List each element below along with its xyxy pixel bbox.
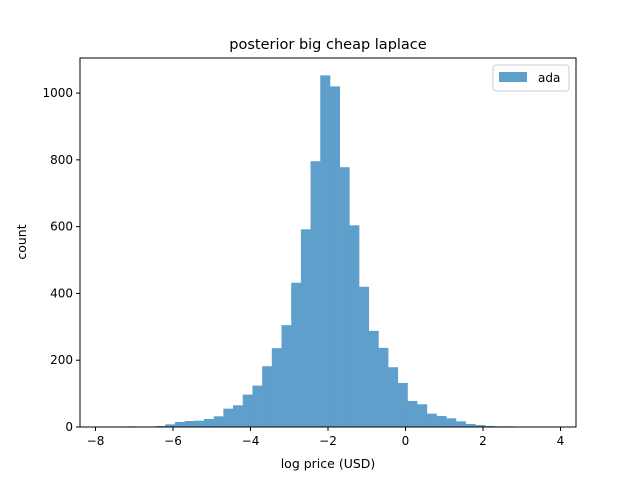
histogram-bars	[116, 75, 534, 428]
y-tick-label: 800	[50, 153, 73, 167]
histogram-bar	[388, 367, 399, 427]
histogram-bar	[310, 161, 321, 427]
histogram-bar	[223, 408, 234, 427]
x-tick-label: −2	[319, 434, 337, 448]
histogram-bar	[455, 421, 466, 427]
legend-box	[492, 64, 570, 92]
x-tick-label: −8	[87, 434, 105, 448]
y-axis-label: count	[14, 224, 29, 259]
histogram-bar	[281, 325, 292, 427]
legend-swatch	[499, 72, 527, 82]
x-tick-label: 2	[479, 434, 487, 448]
plot-frame	[79, 57, 577, 428]
histogram-bar	[271, 348, 282, 427]
x-tick-label: −6	[164, 434, 182, 448]
histogram-bar	[397, 382, 408, 427]
histogram-bar	[320, 75, 331, 428]
histogram-bar	[475, 425, 486, 427]
x-axis-ticks: −8 −6 −4 −2 0 2 4	[87, 427, 565, 448]
x-tick-label: 0	[402, 434, 410, 448]
histogram-bar	[252, 385, 263, 427]
histogram-bar	[359, 286, 370, 427]
histogram-bar	[407, 400, 418, 427]
histogram-bar	[213, 416, 224, 427]
y-tick-label: 600	[50, 220, 73, 234]
histogram-bar	[165, 424, 176, 427]
legend-label: ada	[538, 71, 560, 85]
histogram-bar	[349, 225, 360, 427]
histogram-bar	[436, 415, 447, 427]
histogram-bar	[417, 404, 428, 427]
histogram-bar	[446, 418, 457, 427]
histogram-bar	[329, 86, 340, 427]
histogram-bar	[300, 229, 311, 427]
y-tick-label: 1000	[42, 86, 73, 100]
x-tick-label: −4	[242, 434, 260, 448]
x-axis-label: log price (USD)	[281, 456, 376, 471]
x-tick-label: 4	[557, 434, 565, 448]
histogram-bar	[233, 405, 244, 427]
histogram-bar	[194, 420, 205, 427]
y-tick-label: 200	[50, 353, 73, 367]
y-axis-ticks: 0 200 400 600 800 1000	[42, 86, 80, 434]
histogram-bar	[262, 366, 273, 427]
y-tick-label: 400	[50, 286, 73, 300]
histogram-bar	[465, 423, 476, 427]
histogram-bar	[368, 330, 379, 427]
histogram-bar	[339, 167, 350, 427]
histogram-bar	[204, 418, 215, 427]
histogram-bar	[426, 413, 437, 427]
histogram-bar	[184, 420, 195, 427]
histogram-bar	[242, 394, 253, 427]
y-tick-label: 0	[65, 420, 73, 434]
legend: ada	[492, 64, 570, 92]
histogram-bar	[174, 421, 185, 427]
histogram-bar	[291, 282, 302, 427]
chart-title: posterior big cheap laplace	[229, 37, 427, 53]
histogram-bar	[378, 347, 389, 427]
